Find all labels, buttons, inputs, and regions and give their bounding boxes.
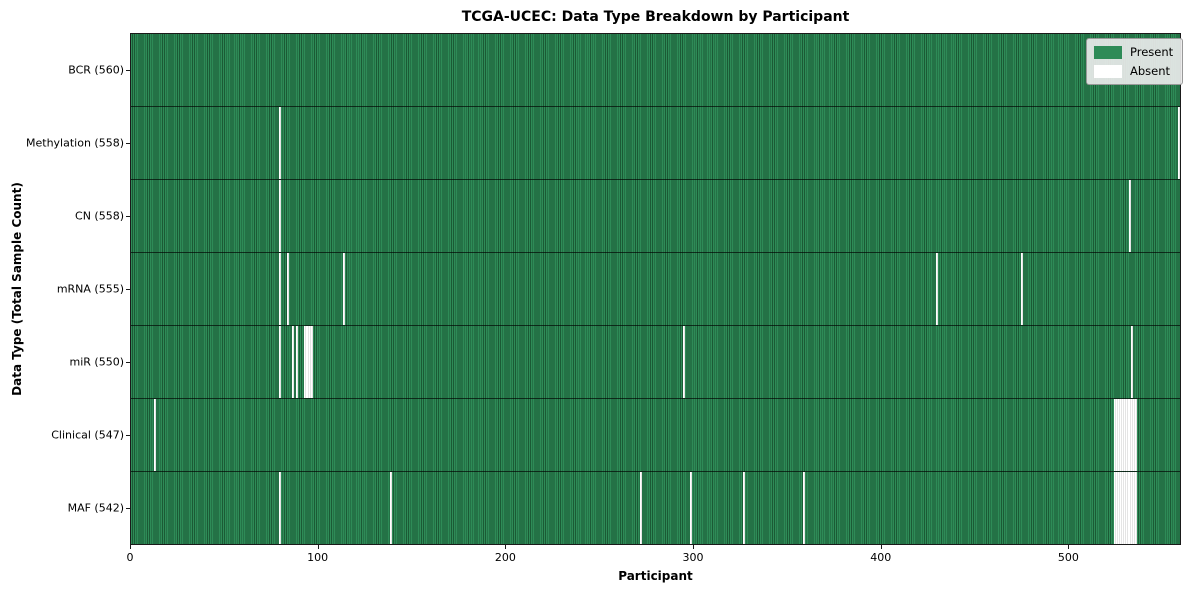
absent-line (279, 472, 282, 544)
absent-line (292, 326, 295, 398)
legend-item-present: Present (1094, 45, 1173, 59)
absent-line (1118, 472, 1121, 544)
absent-line (1131, 326, 1134, 398)
absent-line (682, 326, 685, 398)
absent-line (279, 180, 282, 252)
absent-line (1129, 180, 1132, 252)
absent-line (1121, 472, 1124, 544)
absent-line (279, 107, 282, 179)
legend-label-present: Present (1130, 45, 1174, 59)
y-tick-mark (126, 508, 130, 510)
chart-title: TCGA-UCEC: Data Type Breakdown by Partic… (461, 9, 850, 25)
absent-line (286, 253, 289, 325)
absent-line (1127, 399, 1130, 471)
x-tick-label: 200 (494, 551, 516, 564)
absent-line (1118, 399, 1121, 471)
row-bcr (131, 34, 1180, 106)
legend-swatch-absent-icon (1094, 64, 1122, 78)
row-mrna (131, 252, 1180, 325)
y-tick-mark (126, 69, 130, 71)
x-tick-mark (693, 545, 695, 549)
y-tick-mark (126, 435, 130, 437)
absent-line (1121, 399, 1124, 471)
absent-line (343, 253, 346, 325)
absent-line (690, 472, 693, 544)
y-tick-label: Methylation (558) (26, 136, 124, 150)
absent-line (303, 326, 306, 398)
absent-line (936, 253, 939, 325)
absent-line (1120, 399, 1123, 471)
legend-label-absent: Absent (1130, 64, 1171, 78)
row-mir (131, 325, 1180, 398)
x-tick-mark (505, 545, 507, 549)
absent-line (296, 326, 299, 398)
row-maf (131, 471, 1180, 544)
y-tick-label: MAF (542) (67, 501, 124, 515)
x-tick-mark (1068, 545, 1070, 549)
absent-line (1120, 472, 1123, 544)
absent-line (1131, 399, 1134, 471)
absent-line (1123, 399, 1126, 471)
y-tick-mark (126, 362, 130, 364)
absent-line (1131, 472, 1134, 544)
y-axis-title: Data Type (Total Sample Count) (10, 182, 24, 396)
absent-line (1116, 472, 1119, 544)
absent-line (1135, 472, 1138, 544)
x-tick-mark (130, 545, 131, 549)
absent-line (153, 399, 156, 471)
y-tick-label: BCR (560) (68, 63, 124, 77)
y-tick-label: CN (558) (75, 209, 124, 223)
y-tick-mark (126, 142, 130, 144)
y-tick-mark (126, 289, 130, 290)
y-tick-label: mRNA (555) (56, 282, 124, 296)
absent-line (1123, 472, 1126, 544)
absent-line (305, 326, 308, 398)
absent-line (1127, 472, 1130, 544)
absent-line (1178, 107, 1180, 179)
absent-line (1116, 399, 1119, 471)
absent-line (309, 326, 312, 398)
absent-line (1020, 253, 1023, 325)
absent-line (1114, 472, 1117, 544)
absent-line (802, 472, 805, 544)
absent-line (1129, 399, 1132, 471)
absent-line (1133, 472, 1136, 544)
row-cn (131, 179, 1180, 252)
absent-line (742, 472, 745, 544)
absent-line (389, 472, 392, 544)
y-tick-label: miR (550) (69, 355, 125, 369)
legend-item-absent: Absent (1094, 64, 1173, 78)
x-tick-label: 300 (682, 551, 704, 564)
plot-area (130, 33, 1181, 545)
y-tick-label: Clinical (547) (51, 428, 124, 442)
absent-line (1114, 399, 1117, 471)
y-tick-mark (126, 215, 130, 217)
absent-line (1133, 399, 1136, 471)
x-tick-mark (317, 545, 319, 549)
absent-line (1129, 472, 1132, 544)
legend-swatch-present-icon (1094, 45, 1122, 59)
absent-line (1125, 472, 1128, 544)
row-methylation (131, 106, 1180, 179)
x-tick-mark (880, 545, 882, 549)
x-tick-label: 100 (307, 551, 329, 564)
absent-line (279, 253, 282, 325)
absent-line (1135, 399, 1138, 471)
absent-line (279, 326, 282, 398)
row-clinical (131, 398, 1180, 471)
legend: Present Absent (1086, 38, 1184, 85)
x-tick-label: 0 (126, 551, 134, 564)
absent-line (639, 472, 642, 544)
absent-line (307, 326, 310, 398)
absent-line (311, 326, 314, 398)
x-tick-label: 400 (870, 551, 892, 564)
x-tick-label: 500 (1057, 551, 1079, 564)
absent-line (1125, 399, 1128, 471)
x-axis-title: Participant (618, 569, 693, 583)
